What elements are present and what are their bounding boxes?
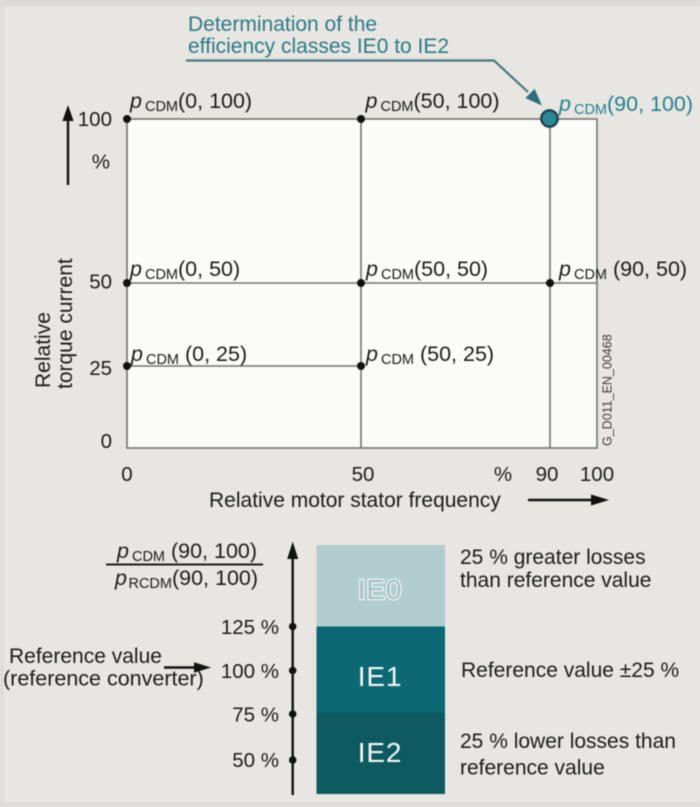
svg-text:G_D011_EN_00468: G_D011_EN_00468 bbox=[601, 334, 615, 446]
svg-text:%: % bbox=[92, 151, 110, 174]
svg-text:Reference value: Reference value bbox=[9, 645, 162, 668]
svg-text:100 %: 100 % bbox=[221, 660, 279, 683]
svg-text:50: 50 bbox=[352, 463, 375, 486]
svg-text:(reference converter): (reference converter) bbox=[3, 667, 204, 691]
svg-text:100: 100 bbox=[580, 463, 614, 486]
svg-text:Relative motor stator frequenc: Relative motor stator frequency bbox=[209, 489, 501, 512]
svg-text:100: 100 bbox=[78, 108, 112, 131]
svg-text:IE0: IE0 bbox=[358, 574, 402, 605]
svg-text:%: % bbox=[494, 463, 512, 486]
svg-text:90: 90 bbox=[536, 463, 559, 486]
svg-text:0: 0 bbox=[121, 463, 132, 486]
svg-text:IE1: IE1 bbox=[358, 661, 402, 692]
svg-text:50: 50 bbox=[89, 271, 112, 294]
svg-text:0: 0 bbox=[101, 430, 112, 453]
svg-text:25 % greater losses: 25 % greater losses bbox=[460, 546, 646, 569]
svg-text:IE2: IE2 bbox=[358, 737, 402, 768]
svg-text:torque current: torque current bbox=[54, 258, 77, 389]
svg-text:Reference value ±25 %: Reference value ±25 % bbox=[461, 659, 679, 682]
svg-text:efficiency classes IE0 to IE2: efficiency classes IE0 to IE2 bbox=[188, 35, 449, 58]
svg-text:50 %: 50 % bbox=[232, 749, 279, 772]
svg-text:Determination of the: Determination of the bbox=[188, 13, 377, 36]
svg-text:Relative: Relative bbox=[32, 312, 55, 388]
svg-text:than reference value: than reference value bbox=[460, 569, 651, 592]
svg-text:125 %: 125 % bbox=[221, 616, 279, 639]
svg-text:75 %: 75 % bbox=[232, 704, 279, 727]
svg-text:reference value: reference value bbox=[460, 757, 605, 780]
svg-text:25 % lower losses than: 25 % lower losses than bbox=[460, 730, 676, 753]
svg-text:25: 25 bbox=[89, 357, 112, 380]
